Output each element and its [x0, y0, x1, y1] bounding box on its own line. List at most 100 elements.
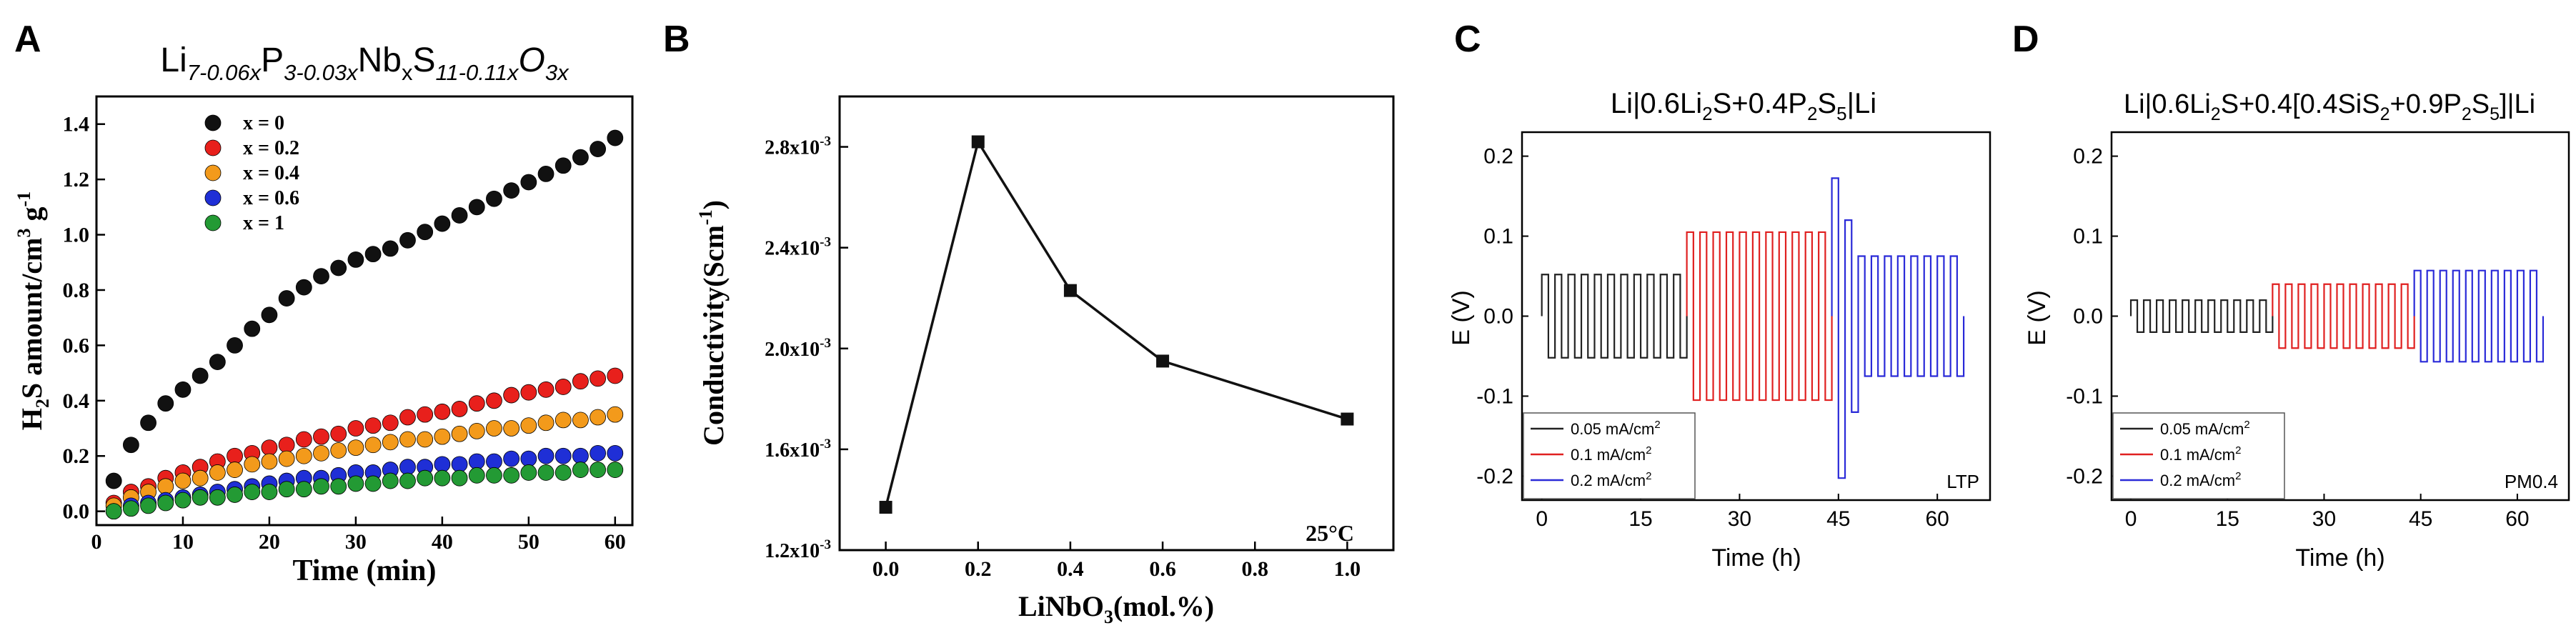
text-part: 3x [545, 60, 570, 85]
c-series-0-line [1541, 274, 1688, 359]
a-legend-label: x = 1 [243, 212, 284, 234]
panel-a-title: Li7-0.06xP3-0.03xNbxS11-0.11xO3x [160, 41, 570, 85]
a-legend-label: x = 0.6 [243, 187, 299, 209]
text-part: ]|Li [2500, 89, 2535, 119]
a-point-series-2 [227, 462, 243, 478]
a-point-series-2 [451, 425, 468, 442]
tick-exponent: -3 [820, 437, 831, 452]
a-point-series-0 [174, 381, 192, 398]
a-point-series-1 [468, 395, 485, 412]
b-point [879, 501, 892, 514]
text-part: +0.9P [2390, 89, 2462, 119]
a-point-series-4 [227, 487, 243, 503]
text-part: H [16, 408, 48, 430]
legend-sup: 2 [1646, 470, 1651, 482]
text-part: 2 [2211, 104, 2221, 124]
a-point-series-1 [520, 384, 537, 401]
legend-sup: 2 [2235, 470, 2241, 482]
c-y-tick-label: 0.1 [1483, 225, 1513, 249]
a-point-series-2 [486, 420, 502, 437]
d-series-0-line [2129, 299, 2274, 333]
text-part: 3 [1104, 607, 1113, 627]
legend-text: 0.1 mA/cm [2160, 446, 2235, 464]
a-point-series-0 [468, 199, 485, 216]
text-part: 3 [14, 228, 34, 237]
tick-base: 1.6x10 [765, 439, 820, 462]
b-y-tick-label: 2.8x10-3 [765, 134, 831, 159]
a-point-series-4 [399, 472, 416, 489]
a-point-series-2 [209, 464, 226, 481]
text-part: S [1817, 88, 1836, 119]
a-point-series-1 [537, 381, 555, 398]
text-part: Conductivity(Scm [697, 225, 730, 446]
d-series-1-line [2272, 283, 2415, 349]
legend-sup: 2 [1646, 444, 1651, 457]
text-part: -1 [695, 209, 716, 225]
a-point-series-0 [313, 268, 329, 285]
d-y-tick-label: 0.2 [2073, 145, 2103, 169]
a-point-series-3 [434, 456, 451, 473]
a-point-series-3 [503, 450, 520, 467]
a-point-series-4 [590, 462, 607, 478]
c-y-tick-label: -0.2 [1476, 464, 1513, 488]
a-point-series-0 [364, 246, 382, 263]
a-point-series-0 [192, 367, 209, 384]
text-part: ) [697, 200, 730, 209]
text-part: Li|0.6Li [2124, 89, 2211, 119]
c-series-1-line [1686, 231, 1833, 402]
a-point-series-4 [572, 462, 589, 478]
c-legend-label: 0.05 mA/cm2 [1571, 419, 1661, 438]
a-point-series-4 [209, 489, 226, 506]
a-point-series-2 [330, 442, 347, 459]
a-point-series-2 [555, 412, 572, 429]
c-x-tick-label: 0 [1536, 507, 1548, 531]
panel-d-sample-label: PM0.4 [2505, 471, 2558, 492]
a-point-series-0 [157, 395, 174, 412]
a-point-series-4 [261, 484, 278, 500]
a-point-series-2 [520, 417, 537, 434]
a-point-series-0 [261, 306, 278, 324]
a-point-series-1 [382, 414, 399, 432]
a-point-series-1 [364, 417, 382, 434]
text-part: 2 [2462, 104, 2472, 124]
a-point-series-0 [209, 354, 226, 371]
a-point-series-2 [157, 478, 174, 495]
a-point-series-2 [192, 469, 209, 487]
tick-base: 2.0x10 [765, 339, 820, 361]
c-x-tick-label: 45 [1826, 507, 1850, 531]
panel-c-y-axis-label: E (V) [1448, 290, 1475, 345]
text-part: -1 [14, 191, 34, 207]
c-legend-box [1523, 412, 1696, 499]
a-point-series-0 [503, 182, 520, 199]
a-point-series-2 [382, 434, 399, 451]
a-point-series-4 [122, 500, 139, 517]
a-point-series-2 [417, 431, 434, 448]
legend-text: 0.1 mA/cm [1571, 446, 1646, 464]
a-point-series-1 [313, 428, 329, 445]
a-point-series-0 [451, 207, 468, 224]
d-x-tick-label: 30 [2312, 507, 2336, 531]
a-point-series-1 [555, 379, 572, 395]
panel-d-x-axis-label: Time (h) [2295, 544, 2384, 572]
b-point [1341, 412, 1354, 426]
a-x-tick-label: 20 [259, 530, 280, 554]
text-part: S+0.4[0.4SiS [2221, 89, 2380, 119]
text-part: 3-0.03x [284, 60, 359, 85]
c-series-2-line [1831, 177, 1965, 479]
a-point-series-0 [140, 414, 156, 432]
a-point-series-1 [434, 403, 451, 420]
a-point-series-2 [364, 437, 382, 454]
b-y-tick-label: 1.6x10-3 [765, 437, 831, 462]
b-point [1063, 284, 1077, 297]
b-x-tick-label: 0.4 [1057, 557, 1084, 581]
a-point-series-4 [140, 497, 156, 514]
a-point-series-0 [295, 279, 312, 296]
panel-label-b: B [663, 19, 690, 60]
text-part: S [412, 41, 435, 79]
tick-base: 2.4x10 [765, 238, 820, 260]
a-point-series-3 [537, 447, 555, 464]
a-point-series-0 [382, 240, 399, 257]
c-x-tick-label: 15 [1628, 507, 1652, 531]
c-y-tick-label: 0.0 [1483, 305, 1513, 329]
legend-sup: 2 [2244, 419, 2249, 431]
